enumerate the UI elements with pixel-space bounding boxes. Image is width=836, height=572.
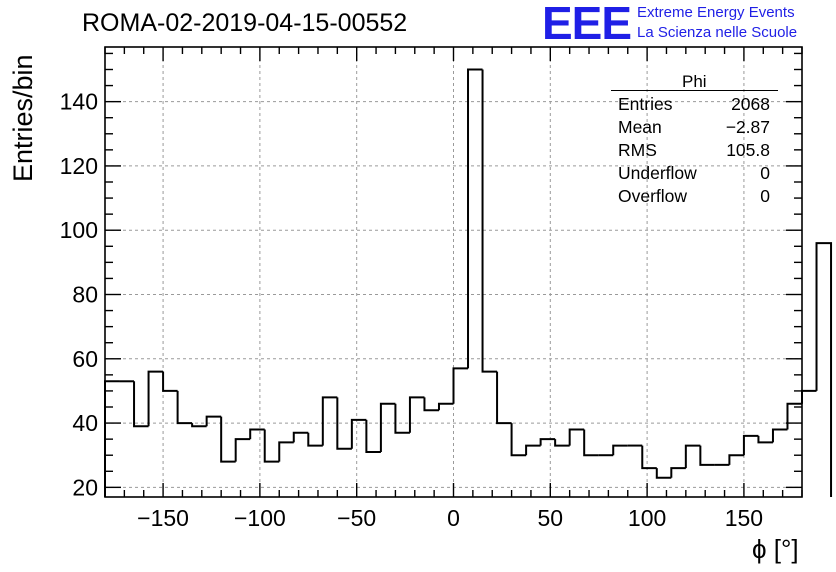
histogram-bar: [307, 432, 323, 447]
y-tick-label: 120: [60, 153, 98, 179]
x-tick-label: 100: [628, 505, 666, 531]
histogram-bar: [742, 434, 759, 456]
histogram-bar: [437, 402, 454, 411]
stats-row-entries: Entries 2068: [618, 94, 770, 116]
histogram-bar: [394, 403, 410, 434]
logo-caption-line1: Extreme Energy Events: [637, 4, 795, 21]
histogram-bar: [191, 423, 207, 428]
y-tick-label: 20: [72, 474, 98, 500]
stats-key: Overflow: [618, 186, 688, 206]
histogram-bar: [612, 444, 628, 456]
histogram-bar: [249, 428, 265, 440]
histogram-bar: [292, 431, 309, 443]
x-tick-label: 50: [538, 505, 564, 531]
histogram-bar: [583, 429, 599, 457]
stats-value: 2068: [731, 94, 770, 114]
histogram-bar: [162, 371, 178, 392]
x-tick-label: 150: [725, 505, 763, 531]
stats-row-mean: Mean −2.87: [618, 117, 770, 139]
histogram-bar: [452, 367, 469, 404]
histogram-bar: [336, 397, 352, 450]
histogram-bar: [525, 444, 541, 456]
y-tick-label: 140: [60, 89, 98, 115]
histogram-bar: [801, 389, 817, 404]
histogram-bar: [350, 418, 367, 449]
histogram-bar: [670, 467, 686, 478]
histogram-bar: [133, 381, 149, 428]
y-tick-label: 40: [72, 410, 98, 436]
eee-logo-icon: EEE: [542, 0, 632, 49]
stats-key: RMS: [618, 140, 657, 160]
histogram-bar: [699, 445, 715, 466]
histogram-bar: [815, 242, 833, 497]
histogram-bar: [771, 428, 788, 443]
x-tick-label: 0: [447, 505, 460, 531]
x-axis-label: ϕ [°]: [752, 534, 799, 564]
stats-row-rms: RMS 105.8: [618, 140, 770, 162]
histogram-bar: [655, 468, 672, 479]
x-tick-label: −50: [337, 505, 376, 531]
histogram-bar: [176, 390, 193, 425]
histogram-bar: [481, 69, 498, 373]
stats-key: Entries: [618, 94, 673, 114]
logo-caption-line2: La Scienza nelle Scuole: [637, 24, 798, 41]
histogram-bar: [321, 396, 338, 446]
histogram-bar: [220, 416, 236, 463]
chart-title: ROMA-02-2019-04-15-00552: [82, 9, 408, 37]
y-axis-label: Entries/bin: [8, 54, 38, 182]
stats-value: 0: [760, 186, 770, 206]
histogram-bar: [205, 415, 222, 427]
stats-key: Underflow: [618, 163, 697, 183]
histogram-bar: [379, 402, 396, 452]
histogram-bar: [757, 435, 773, 444]
histogram-bar: [786, 402, 802, 430]
stats-value: −2.87: [725, 117, 770, 137]
histogram-bar: [568, 428, 585, 446]
stats-box-divider: [611, 90, 778, 91]
y-tick-label: 80: [72, 282, 98, 308]
histogram-bar: [408, 396, 425, 433]
histogram-bar: [684, 444, 701, 469]
histogram-bar: [539, 438, 556, 446]
x-tick-label: −100: [234, 505, 286, 531]
y-tick-label: 60: [72, 346, 98, 372]
stats-box-title: Phi: [682, 72, 707, 91]
histogram-bar: [554, 439, 570, 447]
histogram-bar: [423, 397, 439, 412]
histogram-bar: [641, 445, 657, 470]
x-tick-label: −150: [137, 505, 189, 531]
histogram-bar: [234, 438, 251, 462]
histogram-bar: [728, 454, 744, 465]
histogram-bar: [263, 429, 280, 463]
histogram-bar: [496, 371, 512, 425]
histogram-bar: [365, 419, 381, 453]
histogram-bar: [147, 370, 164, 427]
y-tick-label: 100: [60, 217, 98, 243]
stats-row-overflow: Overflow 0: [618, 186, 770, 208]
histogram-bar: [278, 441, 294, 462]
stats-value: 105.8: [726, 140, 770, 160]
stats-row-underflow: Underflow 0: [618, 163, 770, 185]
histogram-bar: [467, 68, 483, 369]
stats-value: 0: [760, 163, 770, 183]
stats-key: Mean: [618, 117, 662, 137]
histogram-bar: [510, 423, 527, 457]
